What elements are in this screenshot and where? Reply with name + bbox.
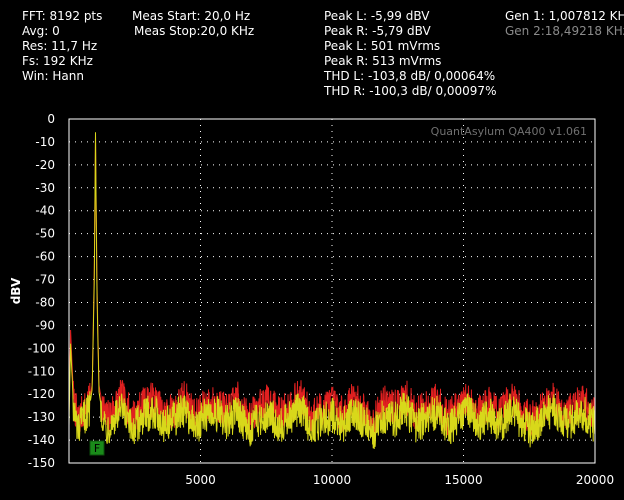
y-tick-label: -20 (35, 158, 55, 172)
spectrum-trace-1 (68, 132, 596, 450)
y-tick-label: 0 (47, 112, 55, 126)
averages-label: Avg: 0 (22, 24, 60, 38)
window-label: Win: Hann (22, 69, 84, 83)
y-tick-label: -80 (35, 295, 55, 309)
y-tick-label: -60 (35, 250, 55, 264)
thd-right: THD R: -100,3 dB/ 0,00097% (324, 84, 497, 98)
app-watermark: QuantAsylum QA400 v1.061 (431, 125, 587, 138)
marker-f[interactable]: F (89, 440, 105, 456)
fft-size-label: FFT: 8192 pts (22, 9, 103, 23)
resolution-label: Res: 11,7 Hz (22, 39, 98, 53)
generator-2-label: Gen 2:18,49218 KHz (505, 24, 624, 38)
y-tick-label: -150 (28, 456, 55, 470)
y-axis-title: dBV (9, 277, 23, 304)
x-tick-label: 15000 (444, 473, 482, 487)
y-tick-label: -130 (28, 410, 55, 424)
marker-f-box[interactable] (89, 440, 105, 456)
x-tick-label: 5000 (185, 473, 216, 487)
y-tick-label: -120 (28, 387, 55, 401)
y-tick-label: -30 (35, 181, 55, 195)
y-tick-label: -140 (28, 433, 55, 447)
series-layer (68, 132, 596, 450)
thd-left: THD L: -103,8 dB/ 0,00064% (324, 69, 496, 83)
y-tick-label: -50 (35, 227, 55, 241)
y-tick-label: -100 (28, 341, 55, 355)
y-tick-label: -70 (35, 273, 55, 287)
meas-start-label: Meas Start: 20,0 Hz (132, 9, 251, 23)
peak-right-vrms: Peak R: 513 mVrms (324, 54, 442, 68)
peak-right-dbv: Peak R: -5,79 dBV (324, 24, 431, 38)
peak-left-vrms: Peak L: 501 mVrms (324, 39, 441, 53)
y-tick-label: -110 (28, 364, 55, 378)
peak-left-dbv: Peak L: -5,99 dBV (324, 9, 430, 23)
y-tick-label: -90 (35, 318, 55, 332)
sample-rate-label: Fs: 192 KHz (22, 54, 93, 68)
y-tick-label: -40 (35, 204, 55, 218)
x-tick-label: 20000 (576, 473, 614, 487)
y-tick-labels: 0 -10 -20 -30 -40 -50 -60 -70 -80 -90 -100 -110 -120… (28, 112, 55, 470)
generator-1-label: Gen 1: 1,007812 KHz (505, 9, 624, 23)
x-tick-label: 10000 (313, 473, 351, 487)
y-tick-label: -10 (35, 135, 55, 149)
marker-f-label: F (94, 442, 100, 455)
x-tick-labels: 5000 10000 15000 20000 (185, 473, 614, 487)
meas-stop-label: Meas Stop:20,0 KHz (134, 24, 255, 38)
plot-border (68, 118, 596, 464)
